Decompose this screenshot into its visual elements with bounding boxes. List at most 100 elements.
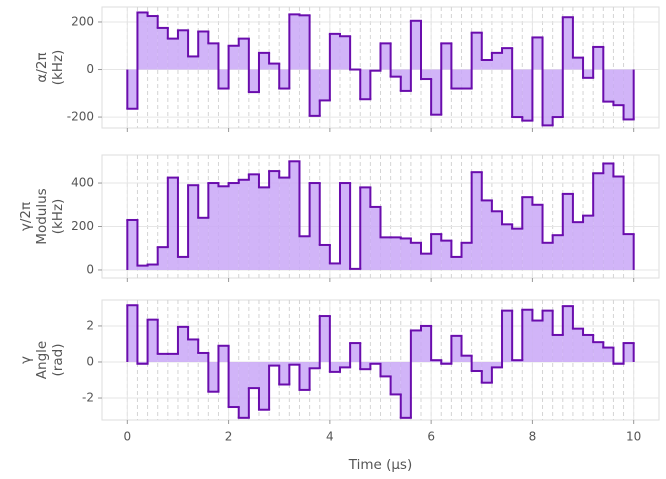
y-tick-label: -200: [67, 110, 94, 124]
step-fill: [258, 361, 270, 410]
step-fill: [613, 176, 624, 270]
y-axis-label: γAngle(rad): [18, 341, 66, 379]
step-fill: [532, 37, 543, 70]
step-fill: [248, 174, 259, 270]
step-fill: [532, 320, 543, 362]
step-fill: [583, 69, 594, 78]
step-fill: [552, 69, 563, 118]
y-axis-label-line: (kHz): [50, 199, 66, 235]
step-fill: [269, 171, 280, 270]
step-fill: [228, 45, 239, 70]
step-fill: [329, 33, 340, 70]
step-fill: [623, 69, 634, 120]
step-fill: [522, 197, 533, 270]
step-fill: [613, 69, 624, 106]
step-fill: [542, 310, 553, 362]
step-fill: [147, 264, 158, 270]
step-fill: [167, 177, 178, 270]
x-tick-label: 10: [626, 430, 641, 444]
step-fill: [137, 12, 148, 70]
y-tick-label: 400: [71, 176, 94, 190]
step-fill: [269, 63, 280, 70]
step-fill: [319, 244, 330, 270]
step-fill: [542, 69, 553, 126]
step-fill: [522, 309, 533, 362]
y-tick-label: 200: [71, 219, 94, 233]
step-fill: [431, 234, 442, 270]
step-fill: [127, 69, 138, 109]
step-fill: [593, 46, 604, 70]
y-axis-label-line: (kHz): [50, 50, 66, 86]
step-fill: [583, 215, 594, 270]
step-fill: [289, 361, 300, 365]
step-fill: [309, 69, 320, 116]
step-fill: [248, 69, 259, 93]
x-tick-label: 4: [326, 430, 334, 444]
step-fill: [339, 361, 351, 368]
step-fill: [218, 345, 229, 362]
step-fill: [238, 38, 249, 70]
step-fill: [502, 224, 513, 270]
step-fill: [309, 361, 320, 369]
step-fill: [400, 69, 411, 91]
step-fill: [623, 343, 634, 362]
step-fill: [593, 342, 604, 362]
step-fill: [380, 361, 391, 377]
step-fill: [269, 361, 280, 366]
step-fill: [461, 242, 472, 270]
step-fill: [562, 17, 573, 70]
step-fill: [329, 263, 340, 270]
step-fill: [380, 237, 391, 270]
step-fill: [390, 237, 401, 270]
y-axis-label-line: α/2π: [34, 52, 50, 82]
x-tick-label: 6: [427, 430, 435, 444]
step-fill: [309, 183, 320, 270]
step-fill: [583, 334, 594, 362]
step-fill: [461, 355, 472, 362]
step-fill: [400, 238, 411, 270]
step-fill: [451, 335, 462, 362]
step-fill: [451, 69, 462, 89]
step-fill: [279, 177, 290, 270]
step-fill: [552, 235, 563, 270]
y-axis-label-line: Angle: [34, 341, 50, 379]
step-fill: [441, 240, 452, 270]
step-fill: [127, 305, 138, 362]
step-fill: [299, 236, 310, 270]
step-fill: [299, 15, 310, 70]
step-fill: [603, 347, 614, 362]
step-fill: [137, 265, 148, 270]
step-fill: [198, 31, 209, 70]
step-fill: [400, 361, 411, 418]
step-fill: [572, 57, 584, 70]
y-tick-label: 0: [86, 354, 94, 368]
step-fill: [532, 204, 543, 270]
y-tick-label: -2: [82, 391, 94, 405]
step-fill: [157, 27, 168, 70]
step-fill: [572, 328, 584, 362]
y-tick-label: 200: [71, 14, 94, 28]
step-fill: [481, 60, 492, 70]
y-tick-label: 0: [86, 262, 94, 276]
step-fill: [238, 179, 249, 270]
y-axis-label: α/2π(kHz): [34, 50, 66, 86]
step-fill: [410, 242, 422, 270]
step-fill: [512, 69, 523, 118]
step-fill: [188, 56, 199, 70]
step-fill: [177, 30, 189, 70]
step-fill: [603, 163, 614, 270]
step-fill: [198, 217, 209, 270]
step-fill: [319, 69, 330, 101]
x-axis-label: Time (µs): [348, 457, 413, 473]
x-tick-label: 0: [123, 430, 131, 444]
y-axis-label-line: Modulus: [34, 188, 50, 244]
step-fill: [350, 343, 361, 362]
step-fill: [380, 43, 391, 70]
step-fill: [228, 183, 239, 270]
step-fill: [258, 52, 270, 70]
step-fill: [431, 69, 442, 115]
step-fill: [177, 256, 189, 270]
step-fill: [471, 172, 482, 270]
step-fill: [390, 69, 401, 77]
